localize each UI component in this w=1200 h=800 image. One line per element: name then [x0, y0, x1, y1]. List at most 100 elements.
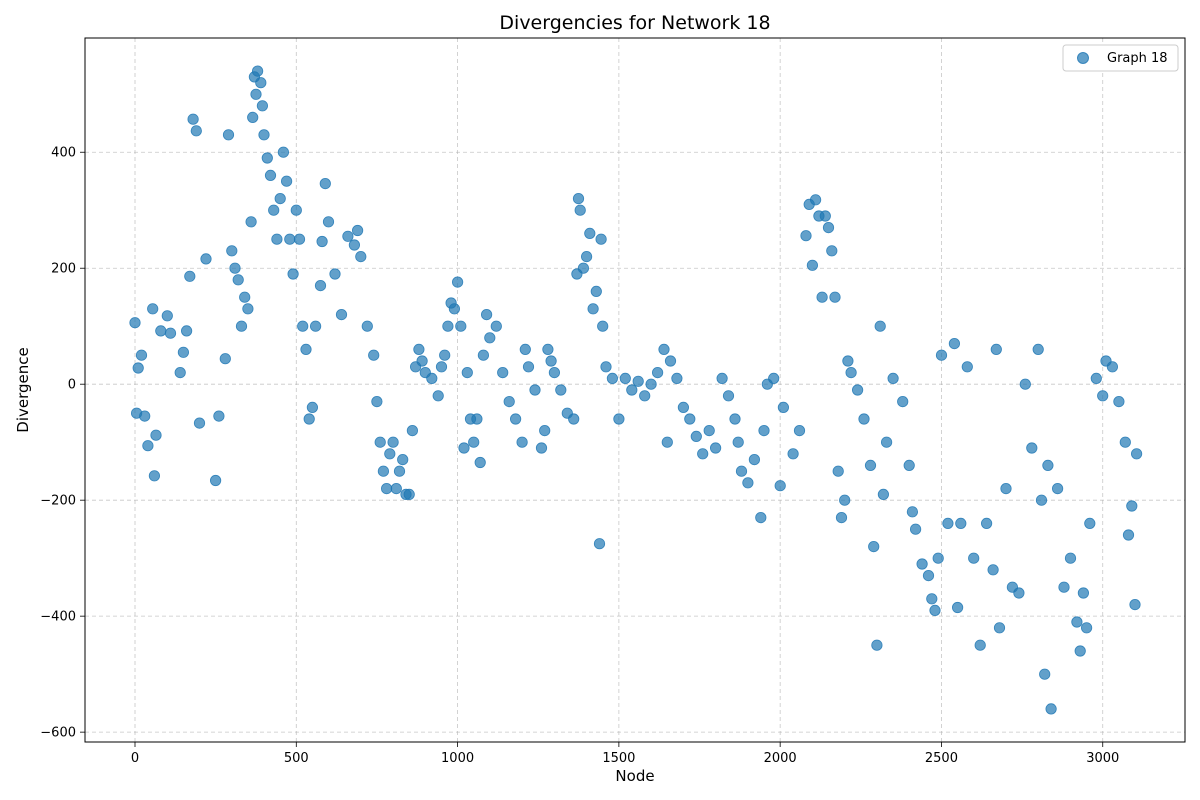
scatter-point [529, 384, 541, 396]
scatter-point [509, 413, 522, 425]
scatter-point [303, 413, 315, 425]
scatter-point [287, 268, 299, 280]
scatter-point [819, 210, 831, 222]
scatter-point [651, 366, 664, 379]
scatter-point [309, 320, 322, 332]
scatter-point [255, 77, 267, 89]
scatter-point [935, 349, 948, 361]
scatter-point [490, 320, 502, 332]
scatter-point [377, 465, 389, 477]
scatter-point [842, 355, 854, 367]
scatter-point [384, 448, 396, 460]
scatter-point [516, 436, 528, 448]
scatter-point [1077, 587, 1090, 599]
scatter-point [1097, 390, 1109, 402]
scatter-point [397, 453, 409, 466]
ticks-layer: 0 500 1000 1500 2000 2500 3000 −600 −400 −200 0 200… [40, 146, 1119, 766]
scatter-point [922, 569, 935, 582]
y-tick-label: 0 [68, 378, 76, 393]
scatter-point [887, 372, 899, 384]
y-tick-label: −400 [40, 610, 76, 625]
scatter-point [1013, 587, 1025, 599]
scatter-point [139, 410, 151, 422]
scatter-point [142, 440, 154, 452]
scatter-point [613, 413, 625, 425]
legend: Graph 18 [1062, 44, 1179, 72]
scatter-point [474, 456, 486, 469]
scatter-point [497, 366, 509, 379]
scatter-point [300, 343, 312, 355]
x-tick-label: 2500 [925, 751, 958, 766]
scatter-point [793, 424, 806, 437]
scatter-point [595, 233, 607, 245]
chart-title: Divergencies for Network 18 [499, 12, 770, 34]
scatter-point [184, 270, 196, 282]
scatter-point [147, 303, 159, 315]
scatter-point [226, 245, 238, 257]
scatter-point [729, 413, 741, 425]
scatter-point [755, 511, 767, 524]
scatter-point [268, 204, 280, 216]
scatter-point [735, 465, 748, 477]
scatter-point [1035, 494, 1048, 506]
scatter-point [568, 413, 580, 425]
scatter-point [1042, 459, 1054, 471]
scatter-point [932, 552, 944, 564]
x-tick-label: 1500 [602, 751, 635, 766]
scatter-point [274, 193, 286, 205]
scatter-point [374, 436, 386, 448]
scatter-point [777, 401, 790, 413]
scatter-point [239, 291, 251, 303]
scatter-point [129, 317, 141, 329]
scatter-point [256, 100, 268, 112]
scatter-point [877, 488, 890, 500]
scatter-point [703, 424, 715, 437]
y-tick-label: −600 [40, 726, 76, 741]
scatter-point [826, 245, 838, 257]
scatter-point [968, 552, 980, 564]
scatter-point [406, 424, 418, 437]
scatter-point [1081, 622, 1093, 634]
scatter-point [951, 601, 964, 614]
scatter-point [455, 320, 467, 332]
x-tick-label: 500 [284, 751, 309, 766]
scatter-point [822, 222, 835, 234]
scatter-point [980, 517, 993, 530]
scatter-point [368, 349, 380, 361]
scatter-point [380, 482, 393, 495]
scatter-point [451, 276, 464, 288]
scatter-point [535, 442, 548, 454]
scatter-point [572, 193, 585, 205]
scatter-point [480, 308, 493, 321]
scatter-point [135, 349, 148, 361]
scatter-point [874, 320, 886, 332]
y-axis-title: Divergence [14, 347, 32, 432]
scatter-point [393, 465, 406, 477]
scatter-point [897, 395, 909, 408]
scatter-point [619, 372, 631, 384]
scatter-point [245, 216, 257, 228]
scatter-point [387, 436, 399, 448]
scatter-point [277, 146, 289, 158]
scatter-point [987, 564, 999, 576]
scatter-point [1129, 598, 1141, 611]
scatter-point [974, 639, 986, 651]
points-layer [129, 65, 1143, 715]
legend-marker [1077, 52, 1089, 64]
scatter-point [593, 538, 606, 550]
scatter-point [403, 488, 415, 500]
scatter-point [252, 65, 264, 77]
scatter-point [993, 622, 1006, 634]
scatter-point [858, 413, 870, 425]
scatter-point [413, 343, 425, 355]
scatter-point [545, 355, 557, 367]
scatter-point [264, 169, 277, 181]
scatter-point [697, 448, 709, 460]
scatter-point [1026, 442, 1038, 454]
scatter-point [1045, 703, 1057, 715]
scatter-point [916, 558, 928, 570]
scatter-point [306, 401, 318, 413]
scatter-point [164, 327, 177, 339]
